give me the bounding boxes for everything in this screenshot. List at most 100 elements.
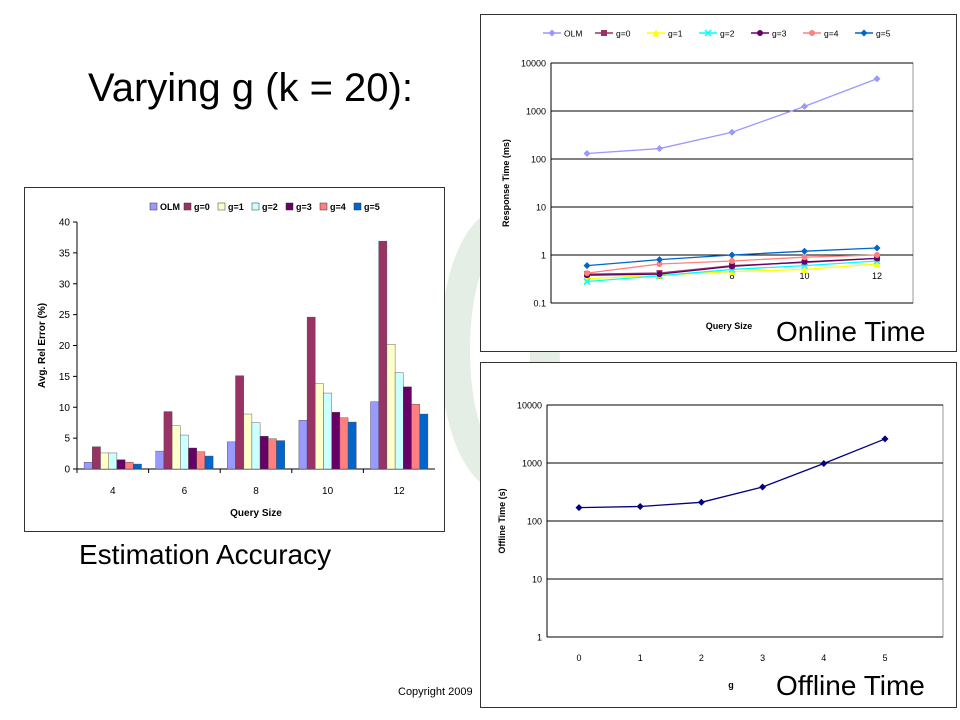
bar-g=2-12	[394, 372, 404, 470]
bar-g=1-12	[386, 344, 396, 470]
bar-g=0-6	[163, 411, 173, 470]
bar-g=1-8	[243, 413, 253, 470]
bar-g=4-10	[339, 417, 349, 470]
bar-OLM-10	[298, 420, 308, 470]
bar-OLM-8	[227, 441, 236, 470]
legend-marker-6	[860, 29, 868, 37]
bar-g=2-10	[323, 392, 332, 470]
point-s6-2	[728, 251, 736, 259]
bar-g=0-10	[306, 316, 316, 470]
point-s2-3	[801, 265, 808, 273]
x-tick-label-2: 8	[253, 486, 259, 497]
online-caption: Online Time	[776, 316, 926, 347]
legend-label-6: g=5	[876, 29, 891, 39]
legend-marker-1	[601, 30, 607, 36]
offline-chart: 1 10 100 1000 10000 0 1 2 3 4 5 g Offline Time (s)	[497, 401, 944, 690]
bar-g=4-6	[196, 451, 206, 470]
x-tick-label-4: 4	[821, 653, 826, 663]
point-s0-3	[801, 102, 808, 110]
legend-marker-3	[704, 29, 712, 37]
offline-chart-panel: 1 10 100 1000 10000 0 1 2 3 4 5 g Offline Time (s)	[480, 362, 957, 708]
y-tick-label-0: 1	[537, 633, 542, 643]
x-tick-label-0: 4	[110, 486, 116, 497]
y-tick-label-3: 1000	[522, 459, 542, 469]
legend-label-3: g=2	[720, 29, 735, 39]
point-s6-1	[656, 256, 663, 264]
accuracy-chart-panel: OLM g=0 g=1 g=2 g=3 g=4 g=5 0 5 10 15 20 25 30 35 40 4 6 8…	[24, 187, 445, 532]
y-tick-label-4: 20	[59, 341, 71, 352]
bar-g=3-10	[331, 411, 341, 470]
x-axis-title: Query Size	[706, 321, 753, 331]
y-tick-label-3: 15	[59, 372, 71, 383]
bar-g=0-8	[235, 375, 244, 470]
x-tick-label-1: 6	[182, 486, 188, 497]
x-tick-label-5: 5	[882, 653, 887, 663]
bar-g=3-6	[188, 447, 197, 470]
legend-swatch-3	[251, 202, 260, 211]
y-tick-label-7: 35	[59, 248, 71, 259]
x-tick-label-4: 12	[394, 486, 406, 497]
accuracy-caption: Estimation Accuracy	[79, 539, 332, 570]
point-s5-0	[584, 270, 590, 277]
online-chart: 0.11101001000100004681012OLMg=0g=1g=2g=3…	[501, 29, 914, 331]
point-s5-4	[874, 252, 880, 258]
legend-swatch-1	[183, 202, 192, 211]
bar-g=2-8	[251, 422, 261, 470]
bar-g=2-6	[180, 434, 189, 470]
point-s6-4	[873, 244, 881, 252]
bar-g=5-8	[276, 440, 285, 470]
point-s5-3	[801, 254, 808, 261]
legend-label-0: OLM	[160, 202, 180, 212]
point-s2-2	[728, 268, 736, 276]
y-tick-label-5: 10000	[521, 59, 546, 69]
legend-label-5: g=4	[330, 202, 346, 212]
y-tick-label-3: 100	[531, 155, 546, 165]
point-s6-3	[801, 247, 808, 255]
bar-g=1-6	[171, 425, 181, 470]
y-axis-title: Offline Time (s)	[497, 488, 507, 553]
bar-OLM-6	[155, 450, 165, 470]
x-tick-label-3: 3	[760, 653, 765, 663]
point-s0-1	[636, 502, 644, 510]
point-s4-2	[729, 263, 735, 270]
legend-marker-0	[548, 29, 556, 37]
point-s6-0	[583, 262, 591, 270]
legend-label-0: OLM	[564, 29, 582, 39]
legend-label-2: g=1	[668, 29, 683, 39]
y-tick-label-8: 40	[59, 218, 71, 229]
point-s0-2	[697, 498, 705, 506]
x-tick-label-1: 1	[638, 653, 643, 663]
bar-g=3-12	[403, 386, 412, 470]
x-axis-title: Query Size	[230, 508, 282, 519]
x-axis-title: g	[728, 680, 734, 690]
legend-label-5: g=4	[824, 29, 839, 39]
y-tick-label-1: 10	[532, 575, 542, 585]
legend-label-3: g=2	[262, 202, 278, 212]
x-tick-label-2: 2	[699, 653, 704, 663]
bar-g=2-4	[108, 452, 118, 470]
point-s0-4	[873, 75, 881, 83]
bar-g=0-4	[92, 446, 101, 470]
point-s5-2	[729, 257, 735, 264]
y-axis-title: Avg. Rel Error (%)	[37, 303, 48, 388]
bar-g=1-4	[100, 452, 109, 470]
bar-g=5-12	[419, 413, 429, 470]
x-tick-label-2: 8	[729, 271, 734, 281]
bar-g=5-4	[133, 463, 142, 470]
bar-g=0-12	[378, 240, 388, 470]
point-s3-0	[583, 278, 591, 286]
bar-g=4-4	[124, 462, 134, 470]
legend-label-4: g=3	[772, 29, 787, 39]
bar-OLM-4	[83, 462, 93, 470]
legend-label-6: g=5	[364, 202, 380, 212]
bar-g=3-4	[116, 459, 126, 470]
slide-title: Varying g (k = 20):	[88, 66, 413, 110]
point-s4-1	[656, 271, 663, 278]
bar-g=3-8	[259, 436, 269, 470]
bar-g=4-12	[411, 403, 420, 470]
point-s2-4	[873, 260, 881, 268]
legend-marker-4	[757, 30, 763, 36]
legend-swatch-5	[319, 202, 328, 211]
online-chart-panel: 0.11101001000100004681012OLMg=0g=1g=2g=3…	[480, 14, 957, 352]
legend-marker-3-stroke-b	[704, 29, 712, 37]
